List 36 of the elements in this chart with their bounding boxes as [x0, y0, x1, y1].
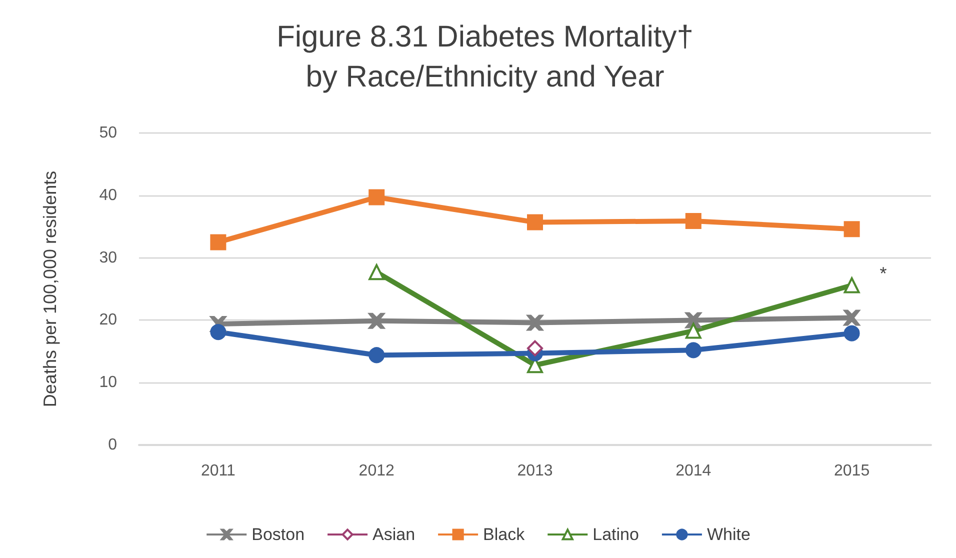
x-tick-label: 2014 — [676, 462, 712, 480]
point — [844, 310, 860, 326]
y-tick-label: 30 — [99, 249, 118, 266]
point — [527, 214, 543, 230]
y-tick-label: 50 — [99, 124, 118, 142]
x-tick-label: 2012 — [358, 462, 394, 480]
point — [368, 312, 385, 329]
y-tick-label: 20 — [99, 312, 118, 329]
chart-title: Figure 8.31 Diabetes Mortality† by Race/Ethnicity and Year — [276, 20, 694, 94]
point — [685, 212, 702, 229]
x-tick-label: 2013 — [517, 462, 553, 480]
legend-label: White — [706, 525, 750, 544]
point — [527, 314, 543, 331]
point — [368, 189, 385, 206]
point — [527, 340, 543, 356]
x-tick-label: 2011 — [200, 462, 236, 480]
point — [685, 342, 702, 358]
point — [368, 347, 385, 364]
legend-label: Boston — [252, 525, 305, 544]
point — [368, 264, 385, 280]
y-tick-label: 0 — [108, 436, 118, 454]
annotation: * — [880, 263, 887, 284]
point — [844, 325, 860, 342]
y-tick-label: 10 — [99, 374, 118, 392]
point — [685, 312, 702, 328]
legend-label: Black — [483, 525, 526, 544]
point — [844, 221, 860, 238]
legend-label: Asian — [372, 525, 416, 544]
point — [685, 322, 702, 339]
x-tick-label: 2015 — [834, 462, 870, 480]
legend-label: Latino — [592, 525, 639, 544]
point — [844, 277, 860, 294]
point — [210, 234, 226, 250]
point — [210, 324, 226, 340]
y-axis-title: Deaths per 100,000 residents — [40, 170, 60, 408]
y-tick-label: 40 — [99, 186, 118, 204]
